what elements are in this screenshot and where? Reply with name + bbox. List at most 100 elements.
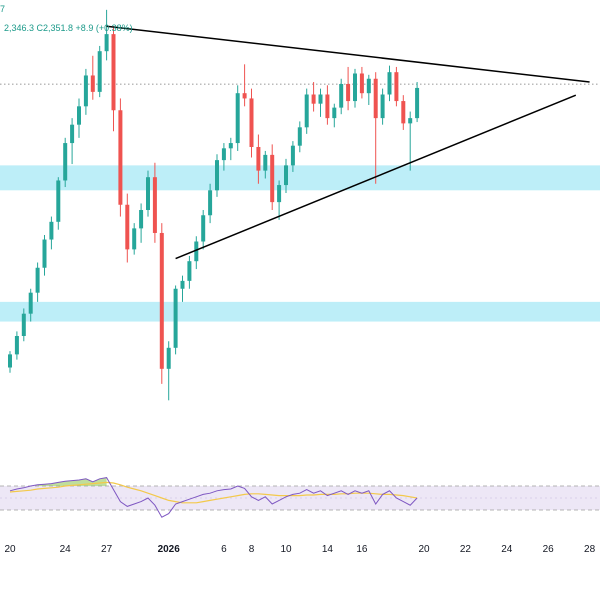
candle-body: [311, 94, 316, 104]
candle-body: [332, 107, 337, 119]
upper-trendline: [106, 25, 590, 83]
candle-body: [97, 51, 102, 92]
x-tick-label: 14: [322, 544, 334, 555]
candle: [311, 82, 316, 112]
candle: [235, 85, 240, 151]
candle: [90, 55, 95, 100]
triangle-trendlines[interactable]: [106, 25, 590, 260]
x-tick-label: 20: [418, 544, 430, 555]
candle-body: [394, 72, 399, 102]
x-tick-label: 27: [101, 544, 113, 555]
candle-body: [415, 87, 420, 119]
x-tick-label: 24: [501, 544, 513, 555]
candle-body: [180, 280, 185, 289]
x-tick-label: 26: [543, 544, 555, 555]
candle: [56, 177, 61, 230]
candle: [304, 88, 309, 134]
candle-body: [408, 118, 413, 124]
candle: [77, 98, 81, 138]
candle: [139, 203, 144, 243]
x-tick-label: 6: [221, 544, 227, 555]
candle-body: [90, 75, 95, 92]
candle-body: [297, 127, 302, 146]
candle: [318, 88, 323, 117]
symbol-fragment: 7: [0, 4, 5, 14]
candle-body: [111, 34, 116, 111]
candle-body: [235, 93, 240, 144]
candle-body: [83, 75, 88, 107]
candle-body: [194, 241, 199, 262]
candle: [263, 150, 268, 179]
candle-body: [14, 336, 19, 355]
candle: [132, 223, 137, 255]
candle-body: [152, 177, 157, 233]
candle-body: [187, 261, 192, 281]
candle-body: [346, 84, 351, 102]
candle: [256, 134, 261, 184]
candle: [97, 45, 102, 98]
candle-body: [166, 347, 171, 369]
candle: [297, 121, 302, 153]
candle: [42, 234, 47, 276]
candle: [359, 66, 364, 99]
candles: [8, 9, 420, 401]
candle-body: [359, 73, 364, 94]
candle: [125, 193, 130, 263]
candle-body: [290, 145, 295, 166]
candle: [49, 216, 54, 250]
candle-body: [325, 94, 330, 119]
candle: [221, 143, 226, 171]
candle: [401, 95, 406, 130]
rsi-overbought-fill: [37, 477, 107, 486]
candle: [187, 255, 192, 289]
candle: [14, 331, 19, 360]
candle-body: [70, 124, 75, 144]
candle-body: [21, 313, 26, 336]
candle: [332, 103, 337, 128]
candle: [373, 72, 378, 184]
x-axis: 20 24 27 2026 6 8 10 14 16 20 22 24 26 28: [4, 544, 595, 555]
candle: [111, 26, 116, 132]
candle: [228, 137, 233, 161]
candle: [270, 144, 275, 210]
candle: [35, 262, 40, 302]
candle: [290, 141, 295, 172]
candle: [394, 66, 399, 107]
candle-body: [263, 154, 268, 171]
x-tick-label: 10: [280, 544, 292, 555]
candle-body: [270, 154, 275, 203]
support-zone-2: [0, 301, 600, 322]
candle: [277, 180, 282, 220]
candle: [353, 68, 357, 108]
x-tick-label: 22: [460, 544, 472, 555]
candle-body: [8, 354, 12, 368]
candle: [215, 154, 219, 197]
candle: [201, 210, 206, 250]
candle-body: [201, 215, 206, 242]
candle: [346, 66, 351, 111]
ohlc-readout: 2,346.3 C2,351.8 +8.9 (+0.38%): [4, 23, 133, 33]
lower-trendline: [175, 94, 577, 260]
candle: [180, 275, 185, 302]
candle-body: [366, 78, 371, 94]
candle: [83, 68, 88, 115]
candle: [249, 88, 254, 158]
x-tick-label: 16: [356, 544, 368, 555]
candle-body: [208, 190, 213, 216]
candle: [366, 74, 371, 105]
candle: [284, 158, 288, 193]
x-tick-label: 20: [4, 544, 16, 555]
candle-body: [228, 143, 233, 149]
candle-body: [125, 204, 130, 250]
candle: [325, 85, 330, 125]
rsi-line: [9, 477, 418, 518]
candle: [8, 351, 12, 373]
candle: [118, 98, 123, 217]
candle-body: [104, 34, 109, 52]
candle: [408, 111, 413, 171]
candle-body: [318, 94, 323, 104]
candle-body: [277, 185, 282, 203]
candle-body: [146, 177, 150, 210]
